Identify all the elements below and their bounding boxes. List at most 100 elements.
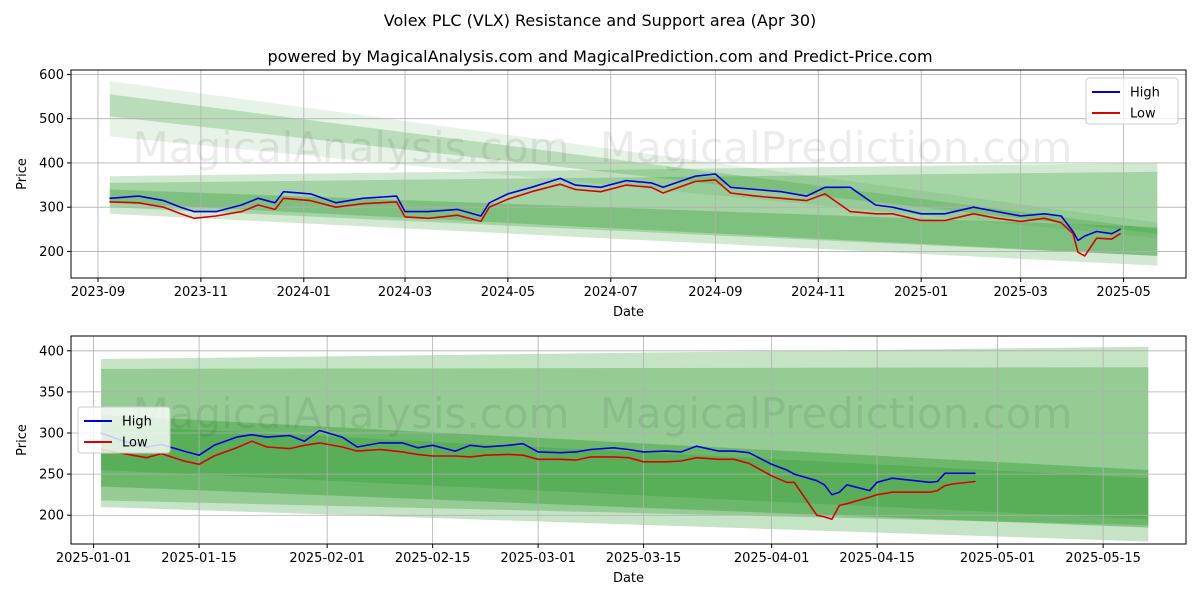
x-tick-label: 2024-11 xyxy=(791,285,845,300)
y-tick-label: 200 xyxy=(39,509,64,524)
data-point-high xyxy=(319,429,321,432)
data-point-high xyxy=(1096,230,1098,233)
data-point-low xyxy=(362,203,364,205)
data-point-low xyxy=(1077,251,1079,253)
data-point-low xyxy=(507,198,509,200)
data-point-low xyxy=(996,217,998,219)
data-point-high xyxy=(846,484,848,486)
data-point-high xyxy=(869,490,871,492)
data-point-high xyxy=(288,434,291,437)
data-point-high xyxy=(522,443,524,445)
data-point-high xyxy=(428,211,430,213)
data-point-low xyxy=(1043,217,1045,219)
data-point-low xyxy=(1060,222,1062,224)
data-point-low xyxy=(929,491,931,493)
y-tick-label: 400 xyxy=(39,344,64,359)
data-point-low xyxy=(341,446,343,448)
data-point-high xyxy=(560,452,562,454)
data-point-high xyxy=(1020,215,1022,217)
y-tick-label: 200 xyxy=(39,245,64,260)
data-point-high xyxy=(183,450,185,452)
plot-frame xyxy=(70,69,1187,279)
plot-content: MagicalAnalysis.com MagicalPrediction.com xyxy=(71,70,1186,278)
band-2 xyxy=(101,414,1149,528)
data-point-high xyxy=(303,440,306,442)
data-point-high xyxy=(805,195,808,197)
data-point-high xyxy=(694,175,696,177)
series-line-low xyxy=(109,179,1121,257)
plot-content: MagicalAnalysis.com MagicalPrediction.com xyxy=(71,336,1186,544)
data-point-high xyxy=(714,173,717,175)
data-point-low xyxy=(755,195,757,197)
band-1 xyxy=(109,94,1158,234)
data-point-high xyxy=(559,177,561,179)
x-tick-label: 2025-01 xyxy=(894,285,948,300)
data-point-low xyxy=(920,219,922,222)
data-point-high xyxy=(432,444,434,446)
data-point-high xyxy=(929,481,931,483)
data-point-low xyxy=(396,201,398,203)
data-point-high xyxy=(236,436,238,438)
data-point-high xyxy=(650,182,652,184)
data-point-low xyxy=(309,200,312,202)
data-point-high xyxy=(456,208,458,210)
data-point-high xyxy=(574,184,577,186)
data-point-low xyxy=(560,458,562,460)
band-2 xyxy=(109,162,1158,266)
data-point-high xyxy=(1119,228,1121,230)
data-point-low xyxy=(650,186,652,188)
x-tick-label: 2025-04-15 xyxy=(839,551,915,566)
data-point-low xyxy=(137,202,140,204)
data-point-low xyxy=(824,193,826,195)
x-tick-label: 2023-11 xyxy=(174,285,228,300)
data-point-high xyxy=(936,480,939,483)
data-point-high xyxy=(627,448,630,451)
x-axis-label: Date xyxy=(613,305,644,320)
data-point-high xyxy=(695,445,697,447)
data-point-low xyxy=(816,514,818,516)
data-point-high xyxy=(507,193,509,195)
data-point-low xyxy=(456,214,458,216)
data-point-low xyxy=(718,458,720,460)
x-tick-label: 2025-02-15 xyxy=(395,551,471,566)
data-point-high xyxy=(417,447,419,449)
x-tick-label: 2025-05 xyxy=(1096,285,1150,300)
data-point-low xyxy=(974,480,976,483)
data-point-low xyxy=(876,494,878,496)
data-point-high xyxy=(274,202,276,204)
data-point-high xyxy=(396,195,398,197)
data-point-high xyxy=(266,436,268,438)
y-tick-label: 600 xyxy=(39,68,64,83)
data-point-high xyxy=(193,211,195,213)
x-tick-label: 2025-03-15 xyxy=(606,551,682,566)
data-point-high xyxy=(748,452,750,454)
data-point-low xyxy=(733,458,735,460)
data-point-low xyxy=(695,457,697,459)
data-point-high xyxy=(1072,230,1074,233)
x-tick-label: 2025-05-01 xyxy=(960,551,1036,566)
data-point-high xyxy=(612,447,615,449)
x-tick-label: 2024-09 xyxy=(688,285,742,300)
legend-label-high: High xyxy=(122,415,152,430)
data-point-high xyxy=(849,186,851,188)
data-point-low xyxy=(530,191,533,193)
data-point-low xyxy=(257,204,259,206)
data-point-low xyxy=(404,216,406,218)
legend-label-low: Low xyxy=(122,436,148,451)
chart-title: Volex PLC (VLX) Resistance and Support a… xyxy=(384,11,816,30)
legend-label-low: Low xyxy=(1130,107,1156,122)
data-point-low xyxy=(282,197,285,199)
data-point-high xyxy=(309,193,312,195)
data-point-high xyxy=(876,481,878,483)
data-point-high xyxy=(891,206,894,208)
data-point-high xyxy=(730,186,732,188)
data-point-high xyxy=(401,442,404,444)
data-point-low xyxy=(951,483,954,485)
data-point-high xyxy=(831,494,833,496)
data-point-high xyxy=(996,211,998,213)
data-point-low xyxy=(236,447,238,449)
data-point-high xyxy=(198,454,200,456)
data-point-low xyxy=(198,463,200,465)
series-line-high xyxy=(109,173,1121,242)
data-point-low xyxy=(849,211,851,213)
